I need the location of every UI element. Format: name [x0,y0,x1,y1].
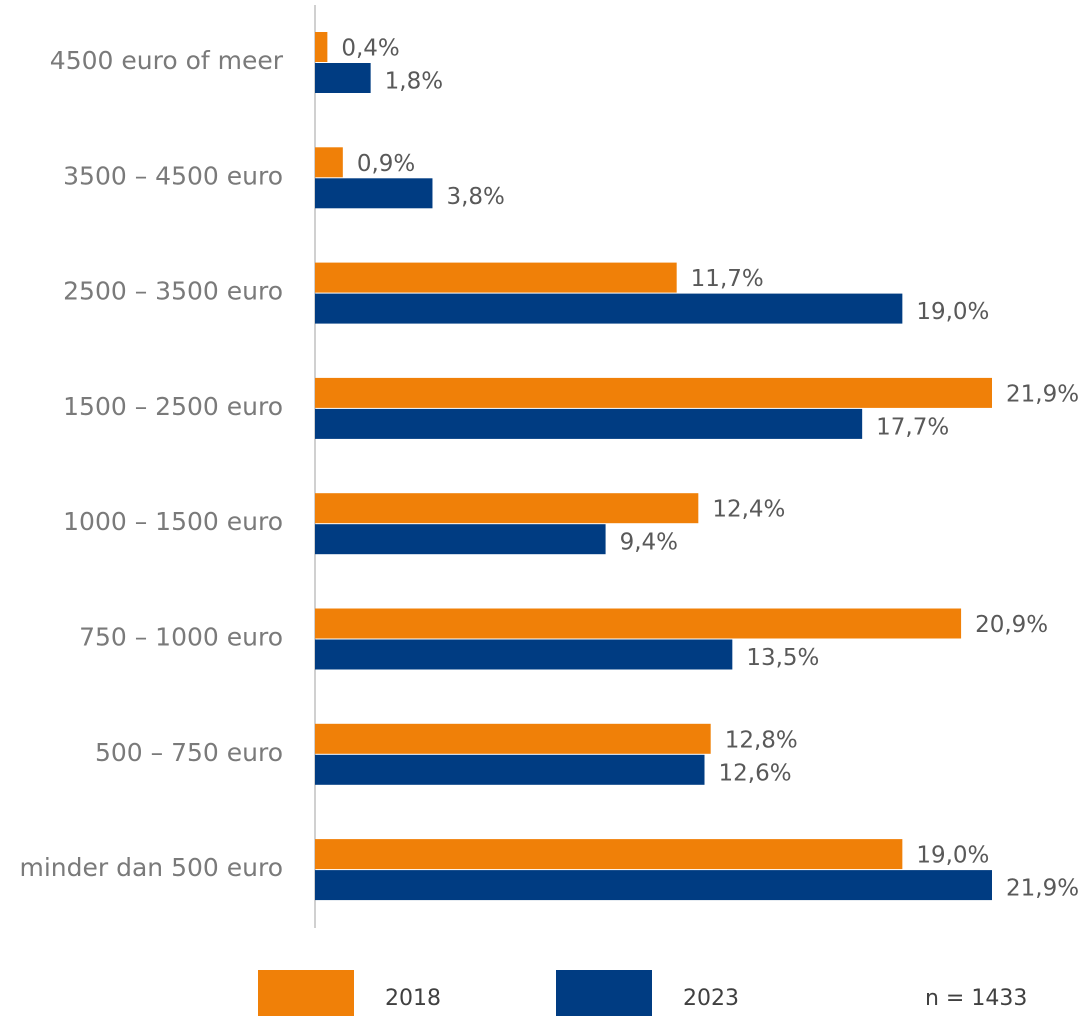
bar [315,32,328,62]
y-tick-label: 1000 – 1500 euro [63,507,283,536]
y-tick-label: minder dan 500 euro [19,853,283,882]
data-label: 12,6% [719,760,792,786]
data-label: 3,8% [446,184,504,210]
bar [315,493,699,524]
legend-swatch [258,970,354,1016]
y-tick-label: 750 – 1000 euro [79,623,283,652]
data-label: 0,9% [357,151,415,177]
data-label: 20,9% [975,612,1048,638]
bar [315,262,677,293]
data-label: 17,7% [876,414,949,440]
data-label: 19,0% [916,843,989,869]
data-label: 11,7% [691,266,764,292]
data-label: 21,9% [1006,381,1079,407]
bar [315,293,903,324]
data-label: 0,4% [341,36,399,62]
y-tick-label: 3500 – 4500 euro [63,161,283,190]
data-label: 12,8% [725,727,798,753]
bar [315,147,343,178]
bar [315,408,863,439]
legend-swatch [556,970,652,1016]
data-label: 21,9% [1006,876,1079,902]
bar [315,839,903,870]
bar [315,608,962,639]
legend-label: 2018 [385,986,441,1011]
bar [315,723,711,754]
data-label: 1,8% [385,69,443,95]
y-tick-label: 2500 – 3500 euro [63,277,283,306]
bar [315,639,733,670]
bar [315,524,606,555]
data-label: 13,5% [746,645,819,671]
bar [315,870,992,901]
data-label: 19,0% [916,299,989,325]
bar [315,754,705,785]
y-tick-label: 500 – 750 euro [95,738,283,767]
y-tick-label: 1500 – 2500 euro [63,392,283,421]
data-label: 9,4% [620,530,678,556]
bar [315,178,433,209]
bar [315,63,371,93]
data-label: 12,4% [712,497,785,523]
annotation: n = 1433 [925,986,1027,1011]
bar [315,377,992,408]
y-tick-label: 4500 euro of meer [50,46,284,75]
legend-label: 2023 [683,986,739,1011]
